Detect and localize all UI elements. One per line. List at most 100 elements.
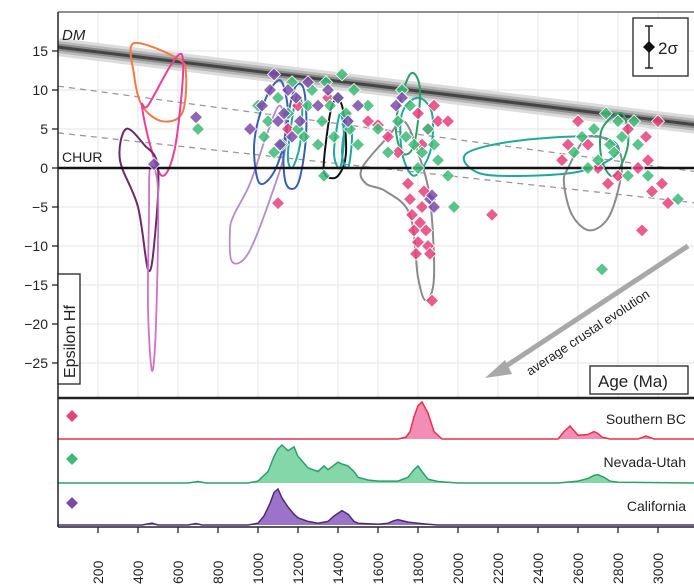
x-tick-label: 2600 <box>570 553 586 584</box>
data-point-diamond <box>310 98 326 113</box>
data-point-diamond <box>406 137 422 152</box>
data-point-diamond <box>640 153 656 168</box>
data-point-diamond <box>650 114 666 129</box>
y-tick-label: −15 <box>24 277 48 293</box>
data-point-diamond <box>316 168 332 183</box>
data-point-diamond <box>272 137 288 152</box>
legend-marker-diamond <box>64 495 80 511</box>
y-tick-label: 0 <box>40 160 48 176</box>
data-point-diamond <box>146 157 162 172</box>
data-point-diamond <box>292 114 308 129</box>
density-line <box>58 400 694 440</box>
field-outline <box>562 134 624 232</box>
x-tick-label: 1400 <box>330 553 346 584</box>
data-point-diamond <box>626 114 642 129</box>
density-series-label: Southern BC <box>606 411 686 427</box>
data-point-diamond <box>314 114 330 129</box>
data-point-diamond <box>402 192 418 207</box>
data-point-diamond <box>334 67 350 82</box>
data-point-diamond <box>430 114 446 129</box>
data-point-diamond <box>410 160 426 176</box>
data-point-diamond <box>590 153 606 168</box>
data-point-diamond <box>586 121 602 137</box>
error-bar-label: 2σ <box>658 39 678 58</box>
x-tick-label: 800 <box>210 560 226 584</box>
ylabel-frame <box>57 273 81 385</box>
data-point-diamond <box>424 293 440 308</box>
y-tick-label: −10 <box>24 238 48 254</box>
x-tick-label: 1200 <box>290 553 306 584</box>
data-point-diamond <box>360 98 376 113</box>
legend-marker-diamond <box>64 408 80 424</box>
data-point-diamond <box>270 114 286 129</box>
y-tick-label: 5 <box>40 121 48 137</box>
data-point-diamond <box>424 188 440 203</box>
data-point-diamond <box>360 114 376 129</box>
x-tick-label: 600 <box>170 560 186 584</box>
data-point-diamond <box>412 215 428 230</box>
field-outline <box>140 52 185 177</box>
x-tick-label: 3000 <box>650 553 666 584</box>
dm-label: DM <box>62 27 86 44</box>
data-point-diamond <box>630 160 646 176</box>
data-point-diamond <box>640 168 656 183</box>
data-point-diamond <box>426 137 442 152</box>
data-point-diamond <box>484 207 500 222</box>
data-point-diamond <box>660 196 676 211</box>
data-point-diamond <box>188 110 204 125</box>
error-diamond-icon <box>643 41 655 53</box>
data-point-diamond <box>408 246 424 261</box>
data-point-diamond <box>400 176 416 191</box>
data-point-diamond <box>340 114 356 129</box>
data-point-diamond <box>288 90 304 105</box>
data-point-diamond <box>296 129 312 144</box>
data-point-diamond <box>566 145 582 160</box>
field-outline <box>129 41 188 123</box>
data-point-diamond <box>380 145 396 160</box>
x-tick-label: 400 <box>130 560 146 584</box>
data-point-diamond <box>256 129 272 144</box>
data-points <box>146 67 686 308</box>
data-point-diamond <box>350 137 366 152</box>
field-outline <box>146 165 160 372</box>
density-area <box>58 445 694 483</box>
data-point-diamond <box>414 199 430 215</box>
data-point-diamond <box>420 121 436 137</box>
chur-label: CHUR <box>62 149 102 165</box>
data-point-diamond <box>554 153 570 168</box>
data-point-diamond <box>430 153 446 168</box>
data-point-diamond <box>644 184 660 199</box>
dm-line <box>57 45 694 127</box>
data-point-diamond <box>326 129 342 144</box>
data-point-diamond <box>390 114 406 129</box>
data-point-diamond <box>270 90 286 105</box>
y-tick-label: −25 <box>24 355 48 371</box>
data-point-diamond <box>600 176 616 191</box>
data-point-diamond <box>606 145 622 160</box>
data-point-diamond <box>654 176 670 191</box>
x-axis-title: Age (Ma) <box>598 372 668 391</box>
data-point-diamond <box>614 129 630 144</box>
y-axis-title: Epsilon Hf <box>62 305 79 378</box>
xlabel-frame <box>589 365 689 395</box>
data-point-diamond <box>598 106 614 121</box>
data-point-diamond <box>422 246 438 261</box>
data-point-diamond <box>322 98 338 113</box>
data-point-diamond <box>570 114 586 129</box>
field-outline <box>118 127 160 272</box>
data-point-diamond <box>370 121 386 137</box>
data-point-diamond <box>414 145 430 160</box>
data-point-diamond <box>594 262 610 277</box>
data-point-diamond <box>390 145 406 160</box>
x-tick-label: 2200 <box>490 553 506 584</box>
density-series-label: Nevada-Utah <box>604 454 687 470</box>
data-point-diamond <box>320 82 336 98</box>
density-series-label: California <box>627 498 686 514</box>
x-axis-title-box: Age (Ma) <box>589 365 689 395</box>
data-point-diamond <box>634 223 650 238</box>
field-outline <box>228 104 288 265</box>
data-point-diamond <box>446 199 462 215</box>
data-point-diamond <box>610 168 626 183</box>
data-point-diamond <box>254 98 270 113</box>
